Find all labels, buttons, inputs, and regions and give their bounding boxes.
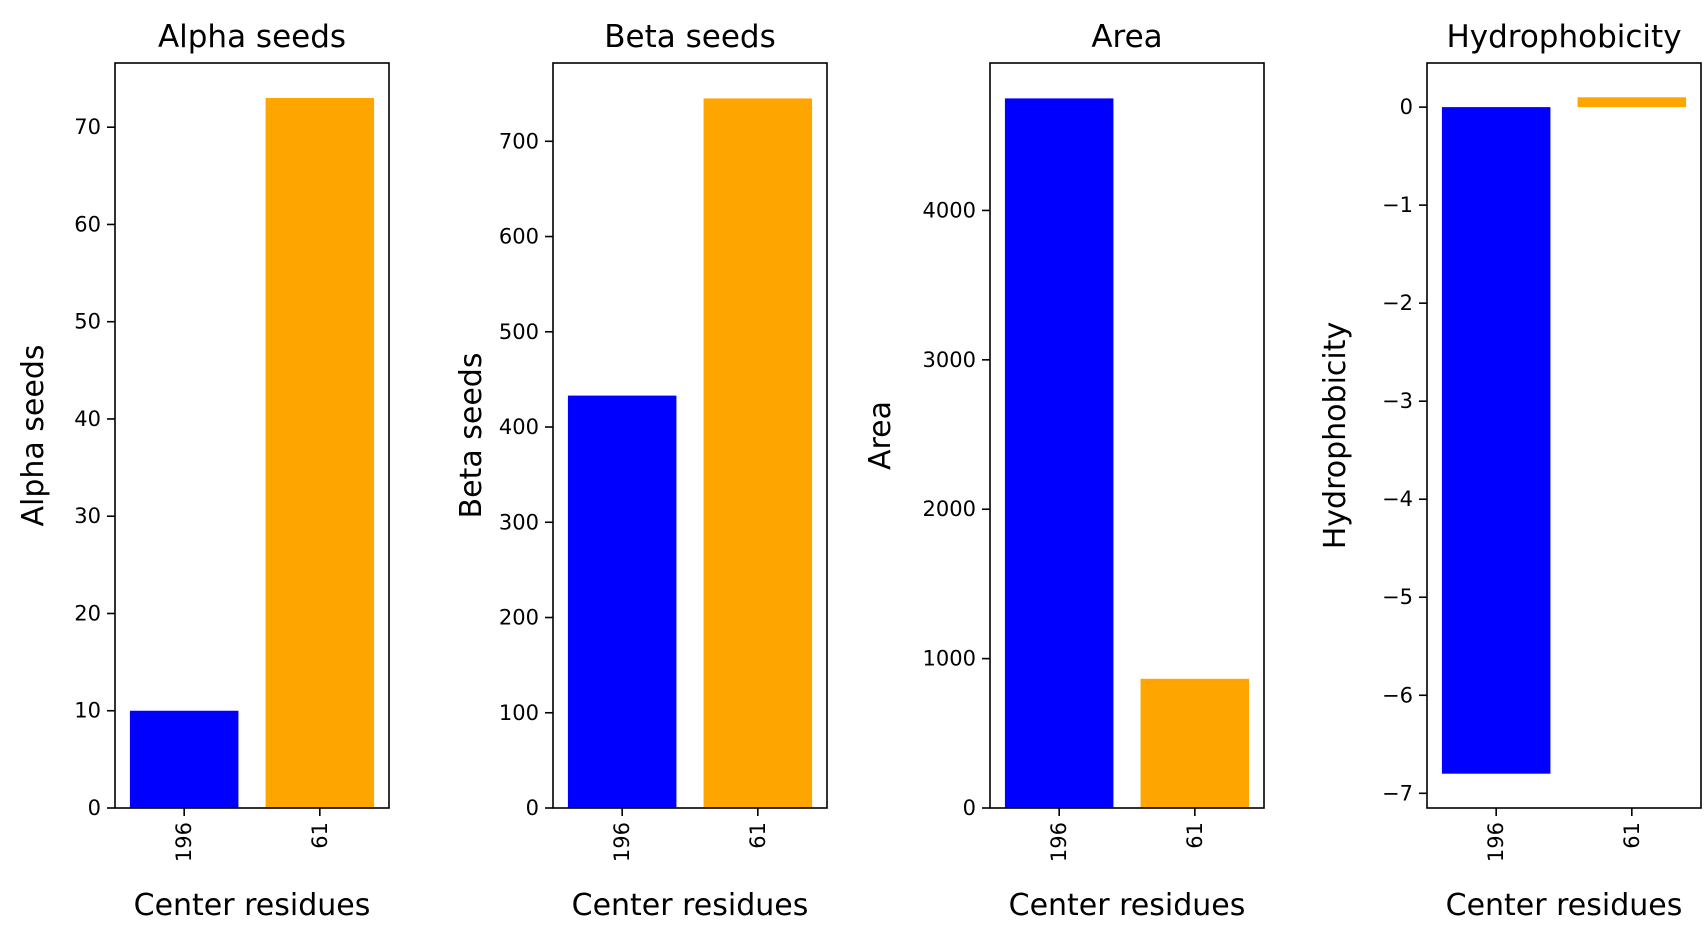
- y-tick-label: 70: [74, 115, 101, 139]
- y-tick-label: 200: [499, 606, 539, 630]
- bar-196: [1004, 98, 1114, 809]
- y-tick-label: 400: [499, 415, 539, 439]
- bar-61: [1140, 678, 1250, 808]
- bar-196: [1441, 107, 1551, 774]
- y-tick-label: 0: [88, 796, 101, 820]
- y-tick-label: 2000: [923, 497, 976, 521]
- x-tick-label: 196: [1047, 822, 1071, 862]
- y-tick-label: −4: [1382, 487, 1413, 511]
- x-tick-label: 61: [1183, 822, 1207, 849]
- x-tick-label: 196: [1484, 822, 1508, 862]
- subplot-hydrophobicity: Hydrophobicity Hydrophobicity Center res…: [1318, 19, 1702, 923]
- y-tick-label: 100: [499, 701, 539, 725]
- y-axis-label: Area: [863, 401, 898, 470]
- bar-196: [567, 395, 677, 808]
- axes-frame: [1426, 62, 1702, 809]
- x-tick-label: 61: [1620, 822, 1644, 849]
- y-tick-label: −1: [1382, 193, 1413, 217]
- y-tick-label: 20: [74, 601, 101, 625]
- y-tick-label: 3000: [923, 348, 976, 372]
- x-tick-label: 196: [172, 822, 196, 862]
- y-tick-label: −2: [1382, 291, 1413, 315]
- axes-frame: [552, 62, 828, 809]
- bar-61: [265, 98, 375, 808]
- y-tick-label: −7: [1382, 781, 1413, 805]
- subplot-title: Hydrophobicity: [1446, 19, 1681, 55]
- y-tick-label: 4000: [923, 198, 976, 222]
- y-tick-label: 50: [74, 310, 101, 334]
- x-axis-label: Center residues: [1446, 888, 1683, 923]
- y-tick-label: −3: [1382, 389, 1413, 413]
- y-tick-label: 0: [1400, 95, 1413, 119]
- x-tick-label: 61: [746, 822, 770, 849]
- y-tick-label: 600: [499, 225, 539, 249]
- y-tick-label: 0: [526, 796, 539, 820]
- y-axis-label: Hydrophobicity: [1318, 322, 1353, 550]
- subplot-alpha-seeds: Alpha seeds Alpha seeds Center residues …: [16, 19, 390, 923]
- y-tick-label: 0: [963, 796, 976, 820]
- subplot-beta-seeds: Beta seeds Beta seeds Center residues 0 1…: [454, 19, 828, 923]
- x-axis-label: Center residues: [572, 888, 809, 923]
- y-tick-label: 10: [74, 699, 101, 723]
- x-axis-label: Center residues: [1009, 888, 1246, 923]
- x-tick-label: 196: [610, 822, 634, 862]
- y-tick-label: 500: [499, 320, 539, 344]
- subplot-title: Beta seeds: [604, 19, 775, 55]
- subplot-title: Area: [1091, 19, 1162, 55]
- y-axis-label: Beta seeds: [454, 353, 489, 519]
- subplot-area: Area Area Center residues 0 1000 2000 3000 4…: [863, 19, 1265, 923]
- y-tick-label: 1000: [923, 647, 976, 671]
- bar-61: [703, 98, 813, 808]
- y-tick-label: 30: [74, 504, 101, 528]
- y-axis-label: Alpha seeds: [16, 344, 51, 526]
- bar-61: [1577, 97, 1687, 108]
- y-tick-label: 60: [74, 212, 101, 236]
- x-axis-label: Center residues: [134, 888, 371, 923]
- axes-frame: [989, 62, 1265, 809]
- y-tick-label: −6: [1382, 683, 1413, 707]
- y-tick-label: 40: [74, 407, 101, 431]
- y-tick-label: 300: [499, 510, 539, 534]
- bar-196: [129, 710, 239, 808]
- y-tick-label: −5: [1382, 585, 1413, 609]
- y-tick-label: 700: [499, 129, 539, 153]
- subplot-title: Alpha seeds: [158, 19, 346, 55]
- x-tick-label: 61: [308, 822, 332, 849]
- axes-frame: [114, 62, 390, 809]
